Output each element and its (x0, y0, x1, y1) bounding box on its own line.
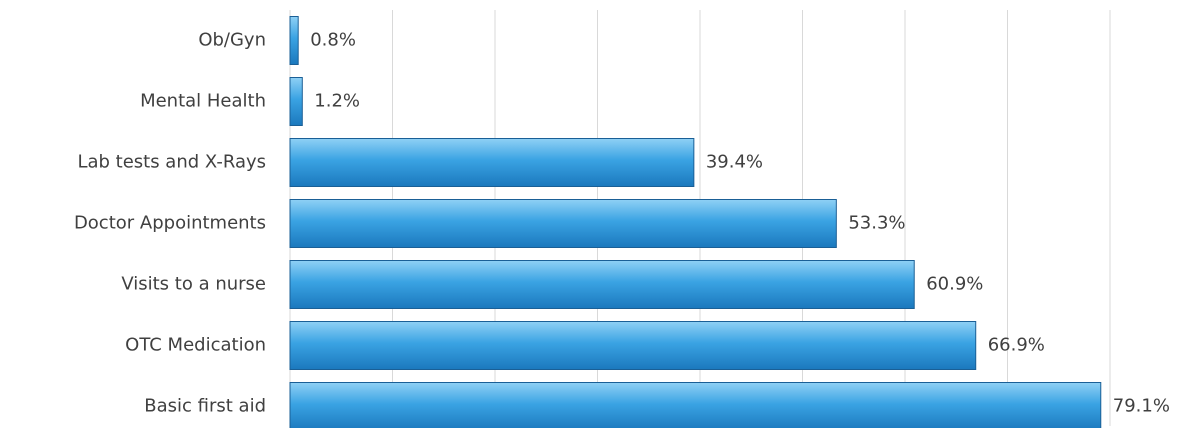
value-label: 79.1% (1113, 396, 1170, 417)
value-label: 66.9% (988, 335, 1045, 356)
y-tick-label: Mental Health (140, 91, 266, 112)
bar (289, 138, 695, 187)
value-label: 1.2% (314, 91, 360, 112)
bar (289, 260, 915, 309)
value-label: 39.4% (706, 152, 763, 173)
value-label: 60.9% (926, 274, 983, 295)
y-tick-label: Ob/Gyn (198, 30, 266, 51)
y-tick-label: OTC Medication (125, 335, 266, 356)
value-label: 0.8% (310, 30, 356, 51)
y-tick-label: Doctor Appointments (74, 213, 266, 234)
y-tick-label: Visits to a nurse (121, 274, 266, 295)
y-tick-label: Lab tests and X-Rays (77, 152, 266, 173)
bar (289, 199, 837, 248)
bar (289, 16, 299, 65)
bar (289, 77, 303, 126)
y-tick-label: Basic first aid (144, 396, 266, 417)
bar (289, 382, 1102, 428)
value-label: 53.3% (848, 213, 905, 234)
bar (289, 321, 977, 370)
